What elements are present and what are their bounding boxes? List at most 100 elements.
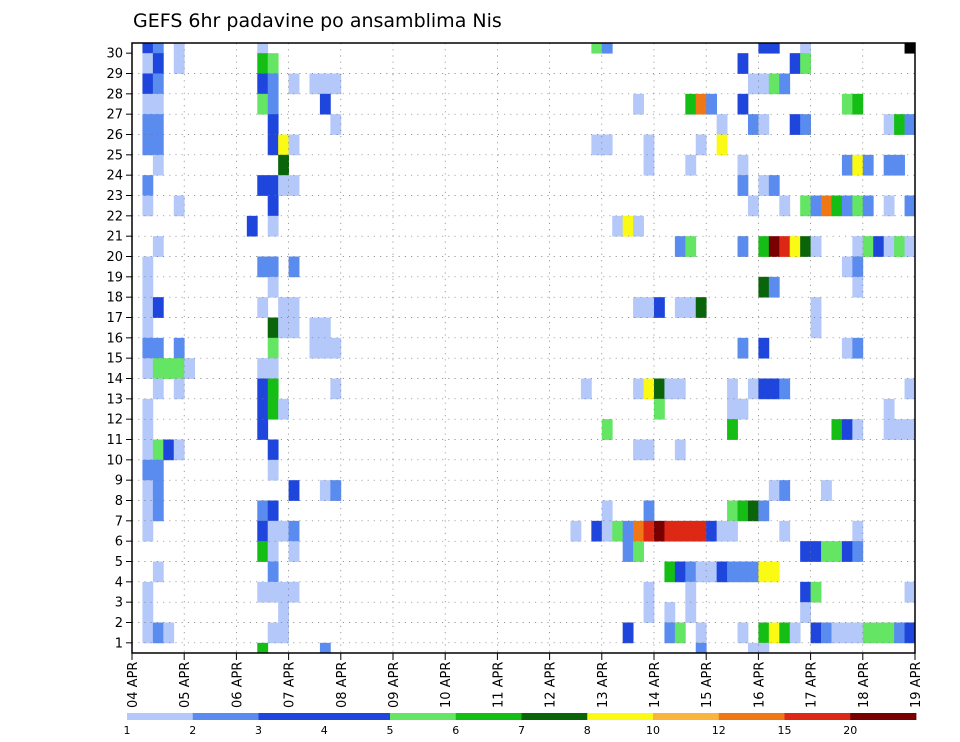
heatmap-cell: [257, 520, 269, 542]
heatmap-cell: [852, 541, 864, 562]
y-tick-label: 27: [106, 108, 123, 123]
heatmap-cell: [633, 215, 644, 237]
colorbar-label: 15: [778, 724, 792, 737]
y-tick-label: 22: [106, 209, 123, 224]
heatmap-cell: [142, 73, 154, 95]
heatmap-cell: [883, 236, 895, 257]
heatmap-cell: [267, 500, 279, 522]
heatmap-cell: [288, 541, 300, 562]
colorbar-label: 8: [584, 724, 591, 737]
heatmap-cell: [142, 114, 154, 135]
heatmap-cell: [142, 419, 154, 440]
heatmap-cell: [633, 297, 644, 318]
heatmap-cell: [267, 73, 279, 95]
heatmap-cell: [142, 398, 154, 420]
heatmap-cell: [727, 520, 738, 542]
heatmap-cell: [747, 73, 759, 95]
heatmap-cell: [685, 154, 697, 176]
heatmap-cell: [152, 561, 164, 583]
heatmap-cell: [142, 175, 154, 196]
heatmap-cell: [288, 581, 300, 603]
heatmap-cell: [685, 602, 697, 623]
heatmap-cell: [622, 622, 634, 644]
heatmap-cell: [330, 73, 342, 95]
heatmap-cell: [685, 236, 697, 257]
colorbar-swatch: [521, 713, 588, 720]
heatmap-cell: [841, 419, 853, 440]
heatmap-cell: [267, 622, 279, 644]
heatmap-cell: [883, 114, 895, 135]
heatmap-cell: [591, 43, 603, 54]
heatmap-cell: [142, 581, 154, 603]
heatmap-cell: [643, 500, 655, 522]
heatmap-cell: [267, 459, 279, 481]
heatmap-cell: [142, 439, 154, 461]
heatmap-cell: [894, 419, 905, 440]
heatmap-cell: [727, 419, 738, 440]
heatmap-cell: [810, 622, 822, 644]
heatmap-cell: [257, 73, 269, 95]
y-tick-label: 4: [115, 575, 123, 590]
y-tick-label: 6: [115, 535, 123, 550]
heatmap-cell: [622, 541, 634, 562]
x-tick-label: 09 APR: [387, 662, 402, 708]
x-tick-label: 19 APR: [909, 662, 924, 708]
heatmap-cell: [789, 53, 801, 74]
heatmap-cell: [267, 358, 279, 379]
heatmap-cell: [664, 561, 676, 583]
heatmap-cell: [810, 581, 822, 603]
heatmap-cell: [674, 622, 686, 644]
heatmap-cell: [685, 297, 697, 318]
heatmap-cell: [758, 175, 770, 196]
heatmap-cell: [142, 500, 154, 522]
y-tick-label: 30: [106, 47, 123, 62]
heatmap-cell: [633, 439, 644, 461]
heatmap-cell: [904, 114, 916, 135]
heatmap-cell: [810, 236, 822, 257]
heatmap-cell: [758, 236, 770, 257]
heatmap-cell: [664, 602, 676, 623]
heatmap-cell: [142, 337, 154, 359]
heatmap-cell: [737, 622, 749, 644]
colorbar-swatch: [324, 713, 391, 720]
heatmap-cell: [800, 53, 811, 74]
heatmap-cell: [727, 378, 738, 400]
heatmap-cell: [152, 114, 164, 135]
heatmap-cell: [152, 43, 164, 54]
heatmap-cell: [288, 520, 300, 542]
heatmap-cell: [695, 134, 707, 156]
heatmap-cell: [747, 561, 759, 583]
heatmap-cell: [852, 154, 864, 176]
x-tick-label: 07 APR: [283, 662, 298, 708]
heatmap-cell: [267, 195, 279, 217]
heatmap-cell: [883, 398, 895, 420]
heatmap-cell: [894, 154, 905, 176]
colorbar-swatch: [587, 713, 654, 720]
colorbar-swatch: [653, 713, 720, 720]
heatmap-cell: [288, 256, 300, 278]
heatmap-cell: [622, 520, 634, 542]
heatmap-cell: [883, 195, 895, 217]
heatmap-cell: [674, 297, 686, 318]
y-tick-label: 17: [106, 311, 123, 326]
colorbar-swatch: [850, 713, 917, 720]
heatmap-cell: [654, 520, 665, 542]
heatmap-cell: [810, 195, 822, 217]
x-tick-label: 16 APR: [752, 662, 767, 708]
heatmap-cell: [142, 195, 154, 217]
x-tick-label: 05 APR: [178, 662, 193, 708]
heatmap-cell: [831, 195, 843, 217]
heatmap-cell: [330, 480, 342, 501]
heatmap-cell: [278, 622, 289, 644]
heatmap-cell: [800, 602, 811, 623]
heatmap-cell: [800, 114, 811, 135]
y-tick-label: 21: [106, 230, 123, 245]
y-tick-label: 5: [115, 555, 123, 570]
heatmap-cell: [904, 622, 916, 644]
heatmap-cell: [601, 43, 613, 54]
heatmap-cell: [142, 93, 154, 115]
heatmap-cell: [821, 541, 832, 562]
heatmap-cell: [142, 43, 154, 54]
heatmap-cell: [852, 93, 864, 115]
heatmap-cell: [789, 114, 801, 135]
